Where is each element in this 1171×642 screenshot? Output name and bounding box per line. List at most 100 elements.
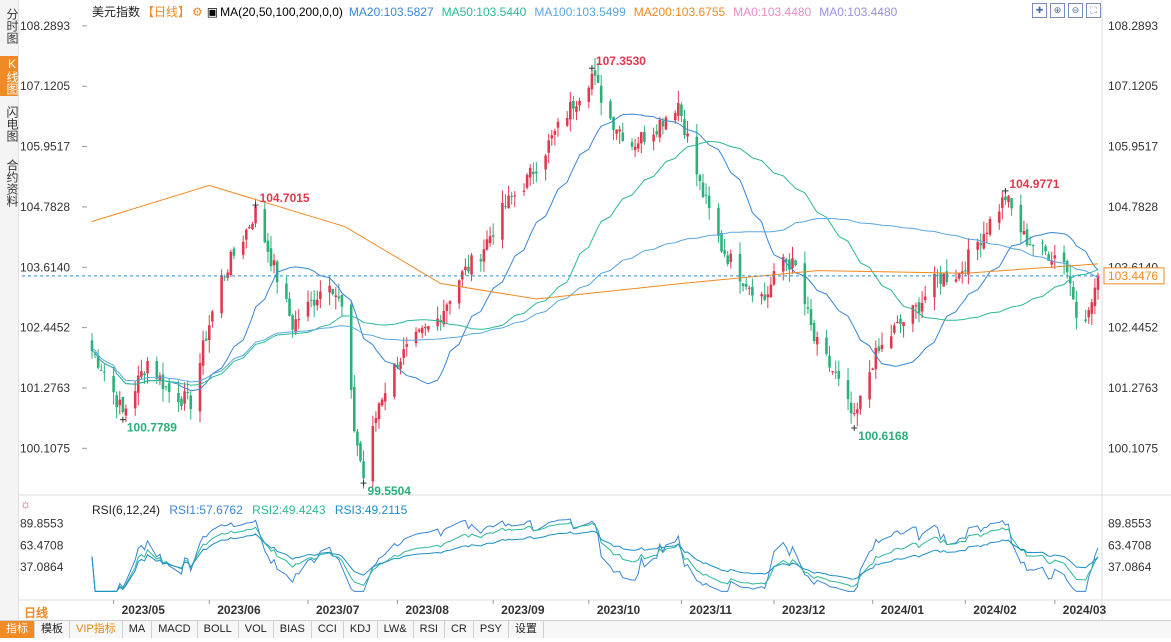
candle-body [618,129,621,132]
candle-body [849,402,853,414]
indicator-tab-rsi[interactable]: RSI [414,621,445,638]
candle [643,125,646,145]
candle [744,276,748,291]
candle [633,138,637,158]
candle [686,120,689,143]
zoom-in-icon[interactable]: ⊕ [1050,3,1065,18]
indicator-tab-vip指标[interactable]: VIP指标 [70,621,123,638]
sidebar-tab-3[interactable]: 合约资料 [5,159,19,207]
candle [877,338,881,354]
candle-body [479,259,483,262]
candle-body [1096,275,1100,290]
candle [1007,194,1010,208]
ma-indicator-icon[interactable]: ▣ [206,5,219,19]
candle [525,172,529,190]
candle [1068,264,1072,296]
candle [1075,290,1078,330]
indicator-tab-指标[interactable]: 指标 [0,621,35,638]
candle [201,330,205,375]
candle [501,190,504,249]
candle [528,164,532,186]
candle [936,269,939,288]
indicator-tab-psy[interactable]: PSY [474,621,509,638]
current-price-tag [1103,267,1165,285]
candle [337,283,341,302]
candle [815,331,819,356]
candle [1090,298,1094,326]
candle-body [99,370,103,372]
candle [846,368,850,411]
candle-body [744,283,748,287]
candle-body [491,235,495,237]
candle [939,265,942,295]
candle-body [748,287,751,289]
indicator-tab-macd[interactable]: MACD [152,621,198,638]
kline-chart[interactable]: 108.2893 108.2893 107.1205 107.1205 105.9517… [18,0,1171,637]
x-axis-date: 2024/03 [1063,603,1107,617]
indicator-tab-vol[interactable]: VOL [239,621,274,638]
indicator-tab-cr[interactable]: CR [445,621,474,638]
candle-body [769,284,773,298]
chart-header: 美元指数 【日线】 ⚙ ▣ MA(20,50,100,200,0,0) MA20:103.… [92,3,913,20]
candle [547,133,550,164]
candle [893,322,896,335]
indicator-tab-lw&[interactable]: LW& [378,621,414,638]
x-axis-date: 2023/06 [217,603,261,617]
price-tick-right: 107.1205 [1108,79,1158,93]
indicator-tab-ma[interactable]: MA [123,621,153,638]
candle-body [920,302,924,312]
ma20-line [91,113,1099,392]
candle [417,328,421,334]
indicator-tab-设置[interactable]: 设置 [509,621,544,638]
ma-value-5: MA0:103.4480 [819,5,898,19]
candle [556,118,560,137]
sidebar-tab-0[interactable]: 分时图 [5,8,19,44]
sidebar-tab-1[interactable]: K线图 [0,56,19,96]
candle-body [488,236,492,244]
candle-body [288,298,291,316]
candle-body [695,136,699,175]
candle [572,95,575,120]
candle-body [544,155,547,170]
candle [593,58,597,86]
candle-body [482,249,486,262]
price-tick-left: 108.2893 [20,19,70,33]
indicator-tab-bias[interactable]: BIAS [274,621,312,638]
candle [609,99,612,120]
candle-body [1019,204,1023,233]
sidebar-tab-2[interactable]: 闪电图 [5,106,19,142]
settings-gear-icon[interactable]: ⚙ [192,5,203,19]
candle [550,129,554,146]
price-tick-left: 103.6140 [20,260,70,274]
candle-body [137,375,140,393]
indicator-tab-boll[interactable]: BOLL [198,621,239,638]
period-label[interactable]: 【日线】 [142,5,191,19]
candle [331,288,334,296]
candle [402,337,405,366]
candle [1084,309,1087,323]
candle [954,269,958,283]
price-tick-right: 101.2763 [1108,381,1158,395]
zoom-out-icon[interactable]: ⊖ [1068,3,1083,18]
indicator-tab-cci[interactable]: CCI [312,621,344,638]
extreme-label-low_jul: 99.5504 [368,484,412,498]
indicator-tab-kdj[interactable]: KDJ [344,621,378,638]
candle [590,68,594,96]
candle-body [93,353,97,355]
expand-icon[interactable]: ✚ [1032,3,1047,18]
rsi-header: RSI(6,12,24) RSI1:57.6762 RSI2:49.4243 R… [92,503,413,517]
candle [445,302,449,324]
candle [251,221,254,231]
candle-body [658,119,662,138]
candle [334,287,338,310]
chart-canvas[interactable]: 108.2893 108.2893 107.1205 107.1205 105.9517… [18,0,1171,637]
candle-body [1028,244,1032,246]
indicator-tab-模板[interactable]: 模板 [35,621,70,638]
candle [461,269,464,288]
candle-body [374,418,378,424]
fullscreen-icon[interactable]: ⛶ [1086,3,1101,18]
x-axis-period-label[interactable]: 日线 [24,606,49,620]
candle-body [445,304,449,311]
candle-body [315,299,319,306]
candle [349,301,353,399]
